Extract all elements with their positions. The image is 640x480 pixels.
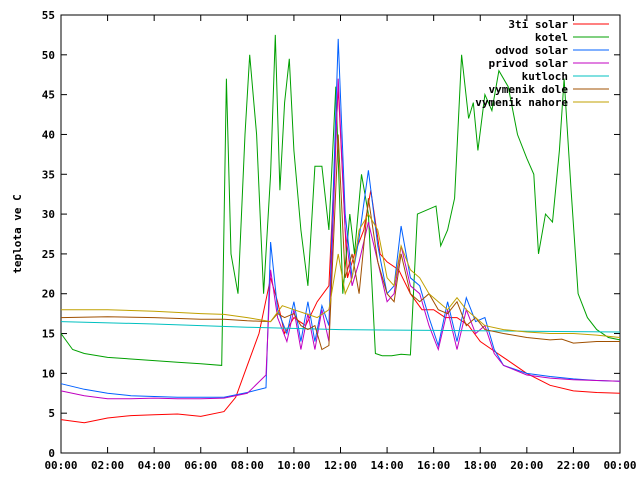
x-tick-label: 22:00	[557, 459, 590, 472]
series-line-kotel	[60, 34, 621, 366]
x-tick-label: 16:00	[417, 459, 450, 472]
legend-label: vymenik nahore	[475, 96, 568, 109]
series-line-vymenik-nahore	[61, 213, 621, 338]
y-tick-label: 55	[42, 9, 55, 22]
legend-label: vymenik dole	[489, 83, 569, 96]
y-tick-label: 15	[42, 328, 55, 341]
legend-label: 3ti solar	[508, 18, 568, 31]
series-line-kutloch	[60, 321, 621, 333]
x-tick-label: 06:00	[184, 459, 217, 472]
x-tick-label: 20:00	[510, 459, 543, 472]
y-tick-label: 45	[42, 89, 55, 102]
y-tick-label: 10	[42, 367, 55, 380]
legend-label: kotel	[535, 31, 568, 44]
x-tick-label: 18:00	[464, 459, 497, 472]
y-tick-label: 5	[48, 407, 55, 420]
axis-ticks: 0 5 10 15 20 25 30 35 40 45 50 55 00:00 02:00 04:00 06:…	[42, 9, 637, 472]
series-lines	[60, 34, 621, 424]
x-tick-label: 08:00	[231, 459, 264, 472]
y-tick-label: 35	[42, 168, 55, 181]
x-tick-label: 00:00	[603, 459, 636, 472]
x-tick-label: 14:00	[371, 459, 404, 472]
series-line-odvod-solar	[60, 38, 621, 398]
y-tick-label: 30	[42, 208, 55, 221]
legend-label: privod solar	[489, 57, 569, 70]
legend-label: kutloch	[522, 70, 568, 83]
y-axis-title: teplota ve C	[11, 194, 24, 273]
x-tick-label: 10:00	[277, 459, 310, 472]
x-tick-label: 04:00	[138, 459, 171, 472]
y-tick-label: 40	[42, 128, 55, 141]
legend-label: odvod solar	[495, 44, 568, 57]
y-tick-label: 20	[42, 288, 55, 301]
y-tick-label: 0	[48, 447, 55, 460]
x-tick-label: 12:00	[324, 459, 357, 472]
y-tick-label: 50	[42, 49, 55, 62]
y-tick-label: 25	[42, 248, 55, 261]
series-line-vymenik-dole	[60, 134, 620, 351]
x-tick-label: 02:00	[91, 459, 124, 472]
x-tick-label: 00:00	[44, 459, 77, 472]
